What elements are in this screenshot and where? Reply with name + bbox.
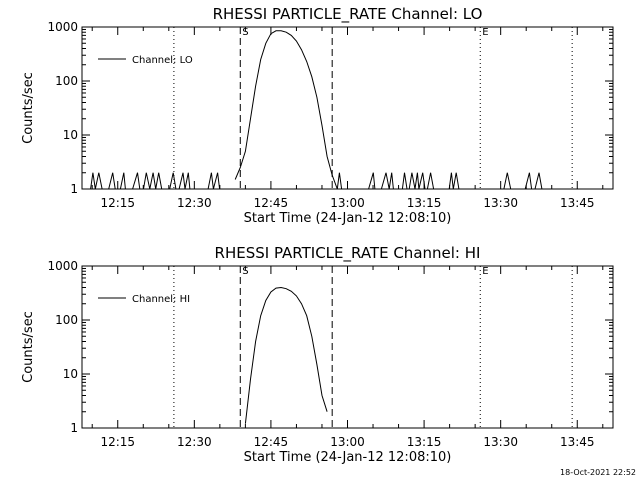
y-tick-label: 1000 bbox=[47, 20, 78, 34]
x-tick-label: 13:30 bbox=[483, 196, 518, 210]
y-tick-label: 10 bbox=[63, 128, 78, 142]
marker-label-start: S bbox=[242, 27, 248, 38]
plot-hi-channel: RHESSI PARTICLE_RATE Channel: HI 1 10 100 10… bbox=[21, 244, 614, 465]
x-tick-label: 12:30 bbox=[177, 435, 212, 449]
chart-title: RHESSI PARTICLE_RATE Channel: HI bbox=[215, 244, 481, 263]
marker-label-end: E bbox=[482, 27, 488, 38]
x-tick-label: 13:15 bbox=[407, 196, 442, 210]
x-tick-label: 13:45 bbox=[560, 435, 595, 449]
chart-title: RHESSI PARTICLE_RATE Channel: LO bbox=[213, 5, 483, 24]
background-noise-line bbox=[87, 172, 543, 190]
plot-frame bbox=[81, 265, 614, 429]
y-tick-label: 1 bbox=[70, 182, 78, 196]
x-tick-label: 13:30 bbox=[483, 435, 518, 449]
series-line bbox=[234, 30, 338, 190]
x-tick-label: 13:00 bbox=[330, 435, 365, 449]
x-axis-label: Start Time (24-Jan-12 12:08:10) bbox=[244, 450, 452, 465]
x-tick-label: 12:45 bbox=[254, 435, 289, 449]
x-tick-label: 13:00 bbox=[330, 196, 365, 210]
x-axis-label: Start Time (24-Jan-12 12:08:10) bbox=[244, 211, 452, 226]
marker-label-start: S bbox=[242, 266, 248, 277]
plot-lo-channel: RHESSI PARTICLE_RATE Channel: LO 1 10 100 10… bbox=[21, 5, 614, 226]
y-tick-label: 100 bbox=[55, 74, 78, 88]
marker-label-end: E bbox=[482, 266, 488, 277]
plot-frame bbox=[81, 26, 614, 190]
x-tick-label: 12:15 bbox=[100, 196, 135, 210]
y-tick-label: 1000 bbox=[47, 259, 78, 273]
series-line bbox=[244, 286, 328, 424]
x-tick-label: 12:45 bbox=[254, 196, 289, 210]
x-tick-label: 13:45 bbox=[560, 196, 595, 210]
legend-label: Channel: LO bbox=[132, 55, 193, 66]
x-tick-label: 13:15 bbox=[407, 435, 442, 449]
x-tick-label: 12:30 bbox=[177, 196, 212, 210]
footer-timestamp: 18-Oct-2021 22:52 bbox=[560, 468, 636, 477]
y-tick-label: 100 bbox=[55, 313, 78, 327]
legend-label: Channel: HI bbox=[132, 294, 190, 305]
y-tick-label: 10 bbox=[63, 367, 78, 381]
y-axis-label: Counts/sec bbox=[21, 72, 36, 144]
x-tick-label: 12:15 bbox=[100, 435, 135, 449]
y-tick-label: 1 bbox=[70, 421, 78, 435]
y-axis-label: Counts/sec bbox=[21, 311, 36, 383]
